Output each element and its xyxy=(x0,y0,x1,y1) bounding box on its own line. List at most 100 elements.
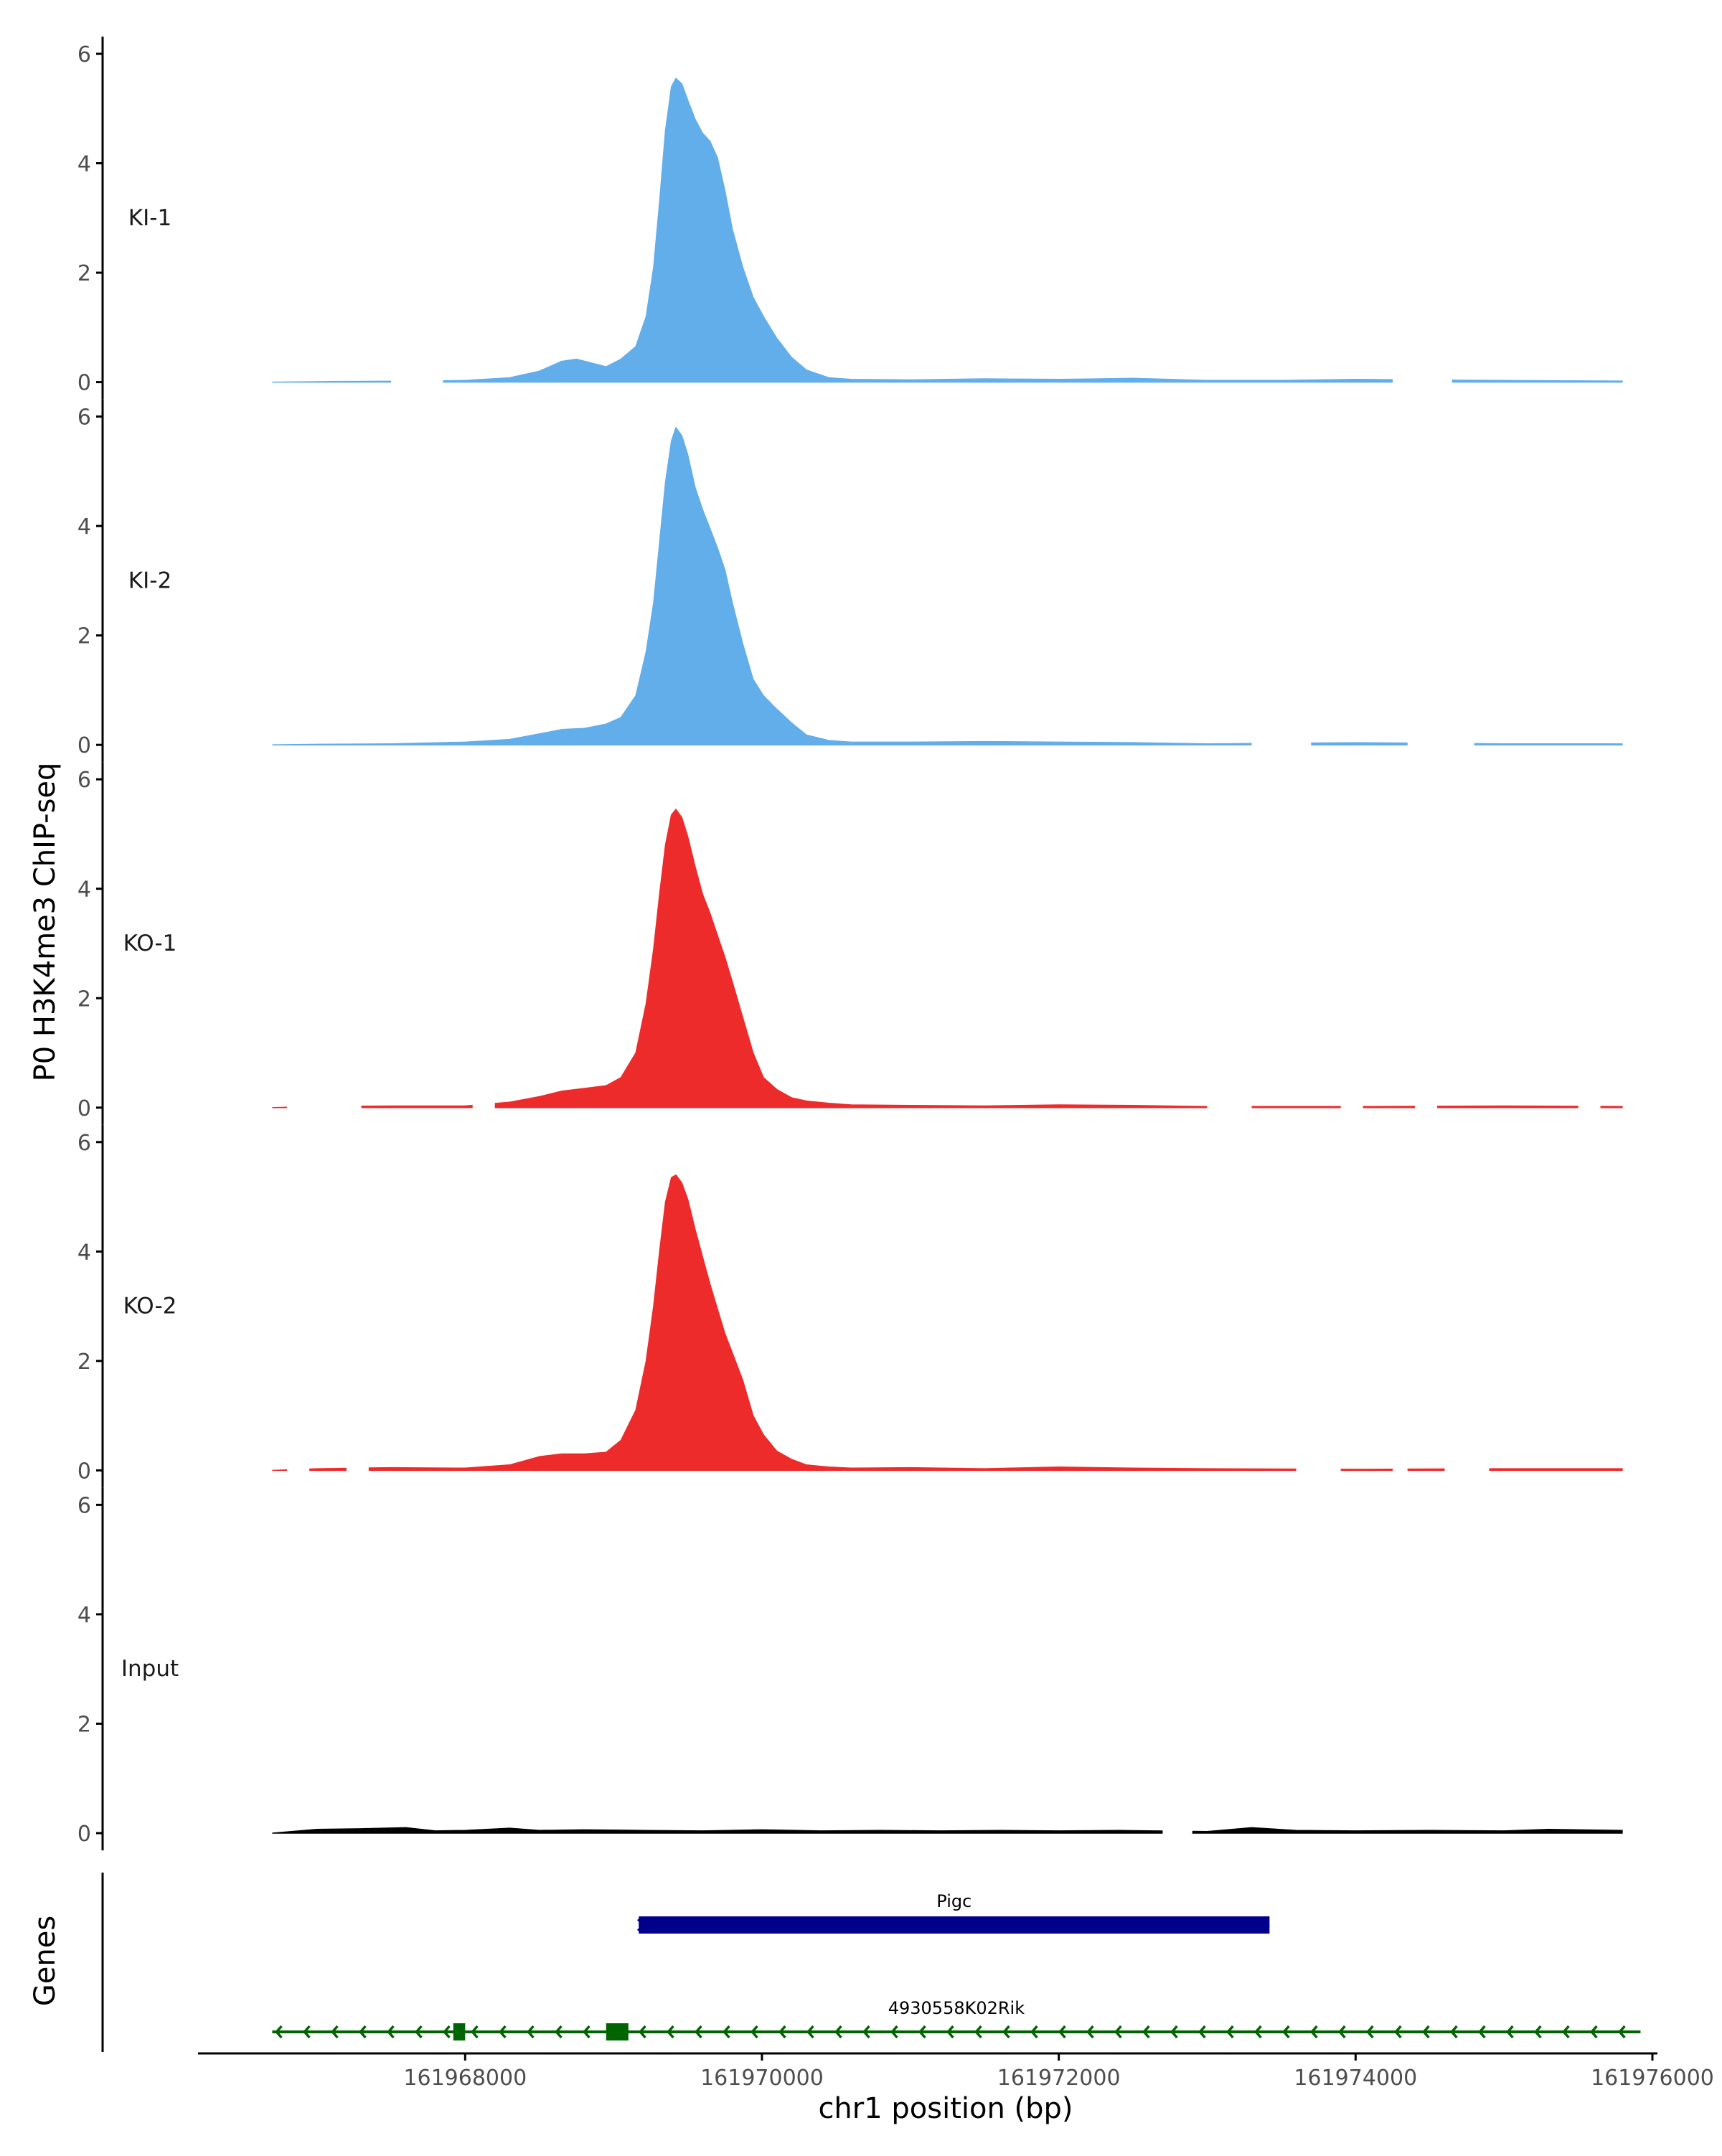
track-label-ki-2: KI-2 xyxy=(128,568,171,593)
strand-chevron-4930558k02rik xyxy=(862,2025,870,2039)
strand-chevron-4930558k02rik xyxy=(1422,2025,1430,2039)
strand-chevron-4930558k02rik xyxy=(331,2025,339,2039)
strand-chevron-pigc xyxy=(1252,1918,1261,1932)
strand-chevron-pigc xyxy=(1224,1918,1233,1932)
strand-chevron-pigc xyxy=(748,1918,757,1932)
track-label-ko-2: KO-2 xyxy=(123,1294,177,1319)
strand-chevron-pigc xyxy=(636,1918,645,1932)
strand-chevron-4930558k02rik xyxy=(778,2025,786,2039)
y-tick-label-ki-2-2: 2 xyxy=(77,624,91,649)
strand-chevron-pigc xyxy=(944,1918,953,1932)
track-ki-1: 0 2 4 6 KI-1 xyxy=(77,37,1623,400)
strand-chevron-4930558k02rik xyxy=(611,2025,618,2039)
strand-chevron-4930558k02rik xyxy=(1254,2025,1262,2039)
y-tick-label-ko-1-0: 0 xyxy=(77,1096,91,1121)
y-tick-label-ki-2-4: 4 xyxy=(77,514,91,540)
y-tick-label-ko-1-4: 4 xyxy=(77,877,91,903)
genes-layer: Pigc 4930558K02Rik xyxy=(101,1873,1641,2052)
strand-chevron-4930558k02rik xyxy=(751,2025,758,2039)
gene-pigc: Pigc xyxy=(636,1891,1270,1934)
strand-chevron-4930558k02rik xyxy=(1366,2025,1374,2039)
strand-chevron-4930558k02rik xyxy=(1310,2025,1318,2039)
x-tick-label-1: 161970000 xyxy=(700,2066,824,2091)
y-tick-label-input-2: 2 xyxy=(77,1712,91,1737)
strand-chevron-pigc xyxy=(916,1918,925,1932)
strand-chevron-4930558k02rik xyxy=(1506,2025,1514,2039)
strand-chevron-4930558k02rik xyxy=(806,2025,814,2039)
strand-chevron-4930558k02rik xyxy=(1450,2025,1458,2039)
tracks-layer: 0 2 4 6 KI-1 0 2 4 6 KI-2 0 2 4 6 KO-1 0 2 4 6 KO-2 0 2 4 6 Inpu… xyxy=(77,37,1623,1850)
y-tick-label-ko-2-2: 2 xyxy=(77,1350,91,1375)
y-tick-label-ko-2-4: 4 xyxy=(77,1240,91,1265)
genes-axis-title: Genes xyxy=(29,1916,62,2006)
strand-chevron-4930558k02rik xyxy=(723,2025,730,2039)
gene-exon-4930558k02rik-0 xyxy=(453,2023,466,2040)
signal-area-ki-2 xyxy=(272,427,1623,745)
signal-area-ko-2 xyxy=(272,1174,1623,1472)
strand-chevron-4930558k02rik xyxy=(1618,2025,1626,2039)
strand-chevron-4930558k02rik xyxy=(471,2025,479,2039)
strand-chevron-4930558k02rik xyxy=(303,2025,311,2039)
track-ko-1: 0 2 4 6 KO-1 xyxy=(77,762,1623,1125)
strand-chevron-pigc xyxy=(804,1918,813,1932)
strand-chevron-4930558k02rik xyxy=(387,2025,395,2039)
strand-chevron-4930558k02rik xyxy=(1198,2025,1206,2039)
strand-chevron-pigc xyxy=(888,1918,897,1932)
x-tick-label-0: 161968000 xyxy=(403,2066,527,2091)
strand-chevron-4930558k02rik xyxy=(359,2025,367,2039)
strand-chevron-4930558k02rik xyxy=(555,2025,563,2039)
strand-chevron-4930558k02rik xyxy=(1030,2025,1038,2039)
y-tick-label-ko-1-2: 2 xyxy=(77,987,91,1012)
track-label-ki-1: KI-1 xyxy=(128,205,171,231)
strand-chevron-4930558k02rik xyxy=(1394,2025,1402,2039)
strand-chevron-4930558k02rik xyxy=(1590,2025,1598,2039)
strand-chevron-pigc xyxy=(1084,1918,1093,1932)
strand-chevron-4930558k02rik xyxy=(1534,2025,1542,2039)
strand-chevron-4930558k02rik xyxy=(499,2025,507,2039)
strand-chevron-pigc xyxy=(720,1918,729,1932)
strand-chevron-4930558k02rik xyxy=(527,2025,535,2039)
y-tick-label-input-0: 0 xyxy=(77,1822,91,1847)
strand-chevron-pigc xyxy=(692,1918,701,1932)
strand-chevron-4930558k02rik xyxy=(1058,2025,1066,2039)
gene-exon-pigc-0 xyxy=(639,1916,1270,1934)
track-label-ko-1: KO-1 xyxy=(123,931,177,956)
signal-area-input xyxy=(272,1827,1623,1834)
gene-exon-4930558k02rik-1 xyxy=(606,2023,629,2040)
y-tick-label-ki-1-6: 6 xyxy=(77,42,91,67)
x-tick-label-2: 161972000 xyxy=(997,2066,1121,2091)
y-tick-label-ko-2-6: 6 xyxy=(77,1131,91,1156)
strand-chevron-4930558k02rik xyxy=(1562,2025,1570,2039)
gene-4930558k02rik: 4930558K02Rik xyxy=(272,1998,1641,2040)
strand-chevron-pigc xyxy=(664,1918,673,1932)
gene-label-4930558k02rik: 4930558K02Rik xyxy=(888,1998,1025,2018)
strand-chevron-4930558k02rik xyxy=(1086,2025,1094,2039)
y-axis-title: P0 H3K4me3 ChIP-seq xyxy=(29,763,62,1082)
strand-chevron-4930558k02rik xyxy=(946,2025,954,2039)
y-tick-label-ki-1-0: 0 xyxy=(77,371,91,396)
strand-chevron-4930558k02rik xyxy=(1226,2025,1234,2039)
strand-chevron-4930558k02rik xyxy=(667,2025,674,2039)
strand-chevron-4930558k02rik xyxy=(1002,2025,1010,2039)
strand-chevron-pigc xyxy=(860,1918,869,1932)
track-ki-2: 0 2 4 6 KI-2 xyxy=(77,399,1623,763)
strand-chevron-4930558k02rik xyxy=(974,2025,982,2039)
y-tick-label-ki-1-2: 2 xyxy=(77,261,91,286)
strand-chevron-pigc xyxy=(972,1918,981,1932)
strand-chevron-4930558k02rik xyxy=(695,2025,702,2039)
strand-chevron-pigc xyxy=(1168,1918,1177,1932)
strand-chevron-4930558k02rik xyxy=(443,2025,451,2039)
strand-chevron-4930558k02rik xyxy=(275,2025,283,2039)
track-input: 0 2 4 6 Input xyxy=(77,1487,1623,1850)
strand-chevron-4930558k02rik xyxy=(1142,2025,1150,2039)
strand-chevron-pigc xyxy=(1112,1918,1121,1932)
strand-chevron-4930558k02rik xyxy=(415,2025,423,2039)
y-tick-label-ki-2-6: 6 xyxy=(77,405,91,430)
x-tick-label-3: 161974000 xyxy=(1294,2066,1417,2091)
strand-chevron-4930558k02rik xyxy=(890,2025,898,2039)
signal-area-ko-1 xyxy=(272,809,1623,1108)
strand-chevron-4930558k02rik xyxy=(1282,2025,1290,2039)
y-tick-label-ko-2-0: 0 xyxy=(77,1459,91,1484)
strand-chevron-4930558k02rik xyxy=(1338,2025,1346,2039)
strand-chevron-pigc xyxy=(1056,1918,1065,1932)
